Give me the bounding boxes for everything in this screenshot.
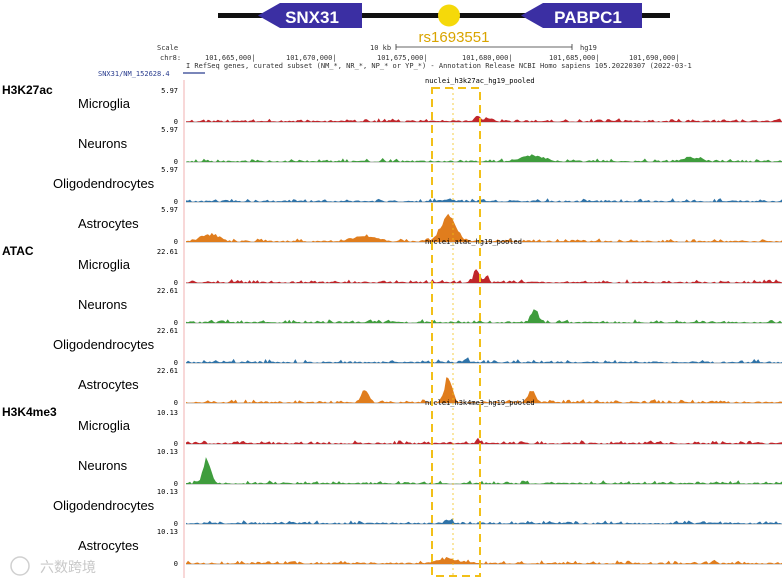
max-value-next-0-1: 5.97 [161, 166, 178, 174]
cell-label-1-1: Neurons [78, 297, 128, 312]
group-track-title-0: nuclei_h3k27ac_hg19_pooled [425, 77, 535, 85]
zero-label-1-3: 0 [174, 399, 178, 407]
watermark-logo [10, 556, 30, 576]
chrom-label: chr8: [160, 54, 181, 62]
cell-label-1-2: Oligodendrocytes [53, 337, 155, 352]
zero-label-0-0: 0 [174, 118, 178, 126]
cell-label-0-3: Astrocytes [78, 216, 139, 231]
signal-track-neurons-atac [186, 309, 782, 323]
scale-label: Scale [157, 44, 178, 52]
zero-label-2-0: 0 [174, 440, 178, 448]
ruler-position-1: 101,670,000| [286, 54, 337, 62]
snp-highlight-box [431, 87, 481, 577]
group-track-title-1: nuclei_atac_hg19_pooled [425, 238, 522, 246]
zero-label-2-3: 0 [174, 560, 178, 568]
max-value-next-1-1: 22.61 [157, 327, 178, 335]
scale-value: 10 kb [370, 44, 391, 52]
signal-track-oligodendrocytes-atac [186, 357, 782, 363]
max-value-next-0-0: 5.97 [161, 126, 178, 134]
ruler-position-4: 101,685,000| [549, 54, 600, 62]
max-value-next-2-1: 10.13 [157, 488, 178, 496]
cell-label-0-0: Microglia [78, 96, 131, 111]
cell-label-2-0: Microglia [78, 418, 131, 433]
signal-track-microglia-h3k4me3 [186, 437, 782, 444]
zero-label-0-1: 0 [174, 158, 178, 166]
cell-label-1-3: Astrocytes [78, 377, 139, 392]
annotation-note: I RefSeq genes, curated subset (NM_*, NR… [186, 62, 692, 70]
signal-track-neurons-h3k4me3 [186, 457, 782, 484]
gene-banner: SNX31 PABPC1 rs1693551 [218, 3, 670, 46]
group-track-title-2: nuclei_h3k4me3_hg19_pooled [425, 399, 535, 407]
pabpc1-label: PABPC1 [554, 8, 622, 27]
group-label-2: H3K4me3 [2, 405, 57, 419]
max-value-1-0: 22.61 [157, 248, 178, 256]
max-value-2-0: 10.13 [157, 409, 178, 417]
zero-label-0-2: 0 [174, 198, 178, 206]
zero-label-1-0: 0 [174, 279, 178, 287]
watermark-text: 六数跨境 [40, 559, 96, 575]
ruler-position-0: 101,665,000| [205, 54, 256, 62]
track-area: H3K27ac nuclei_h3k27ac_hg19_pooled Microgl… [2, 77, 782, 568]
signal-track-astrocytes-h3k4me3 [186, 557, 782, 564]
signal-track-astrocytes-atac [186, 377, 782, 403]
signal-track-oligodendrocytes-h3k27ac [186, 198, 782, 202]
signal-track-neurons-h3k27ac [186, 154, 782, 162]
zero-label-1-2: 0 [174, 359, 178, 367]
snx31-arrow [258, 3, 362, 28]
group-label-0: H3K27ac [2, 83, 53, 97]
signal-track-microglia-atac [186, 269, 782, 283]
ruler-position-5: 101,690,000| [629, 54, 680, 62]
cell-label-1-0: Microglia [78, 257, 131, 272]
max-value-next-2-2: 10.13 [157, 528, 178, 536]
cell-label-2-2: Oligodendrocytes [53, 498, 155, 513]
cell-label-2-3: Astrocytes [78, 538, 139, 553]
ruler-positions: 101,665,000| 101,670,000| 101,675,000| 101,… [205, 54, 680, 62]
max-value-next-2-0: 10.13 [157, 448, 178, 456]
max-value-next-1-2: 22.61 [157, 367, 178, 375]
group-label-1: ATAC [2, 244, 34, 258]
assembly-label: hg19 [580, 44, 597, 52]
ruler-position-2: 101,675,000| [377, 54, 428, 62]
signal-track-microglia-h3k27ac [186, 115, 782, 122]
pabpc1-arrow [521, 3, 642, 28]
zero-label-2-2: 0 [174, 520, 178, 528]
max-value-next-0-2: 5.97 [161, 206, 178, 214]
cell-label-0-1: Neurons [78, 136, 128, 151]
snp-marker [438, 4, 460, 27]
ruler-position-3: 101,680,000| [462, 54, 513, 62]
zero-label-1-1: 0 [174, 319, 178, 327]
ruler: Scale 10 kb hg19 chr8: 101,665,000| 101,6… [98, 44, 692, 78]
transcript-label: SNX31/NM_152628.4 [98, 70, 170, 78]
max-value-next-1-0: 22.61 [157, 287, 178, 295]
signal-track-oligodendrocytes-h3k4me3 [186, 518, 782, 524]
zero-label-0-3: 0 [174, 238, 178, 246]
cell-label-2-1: Neurons [78, 458, 128, 473]
cell-label-0-2: Oligodendrocytes [53, 176, 155, 191]
max-value-0-0: 5.97 [161, 87, 178, 95]
snp-label: rs1693551 [419, 29, 490, 46]
snx31-label: SNX31 [285, 8, 339, 27]
zero-label-2-1: 0 [174, 480, 178, 488]
